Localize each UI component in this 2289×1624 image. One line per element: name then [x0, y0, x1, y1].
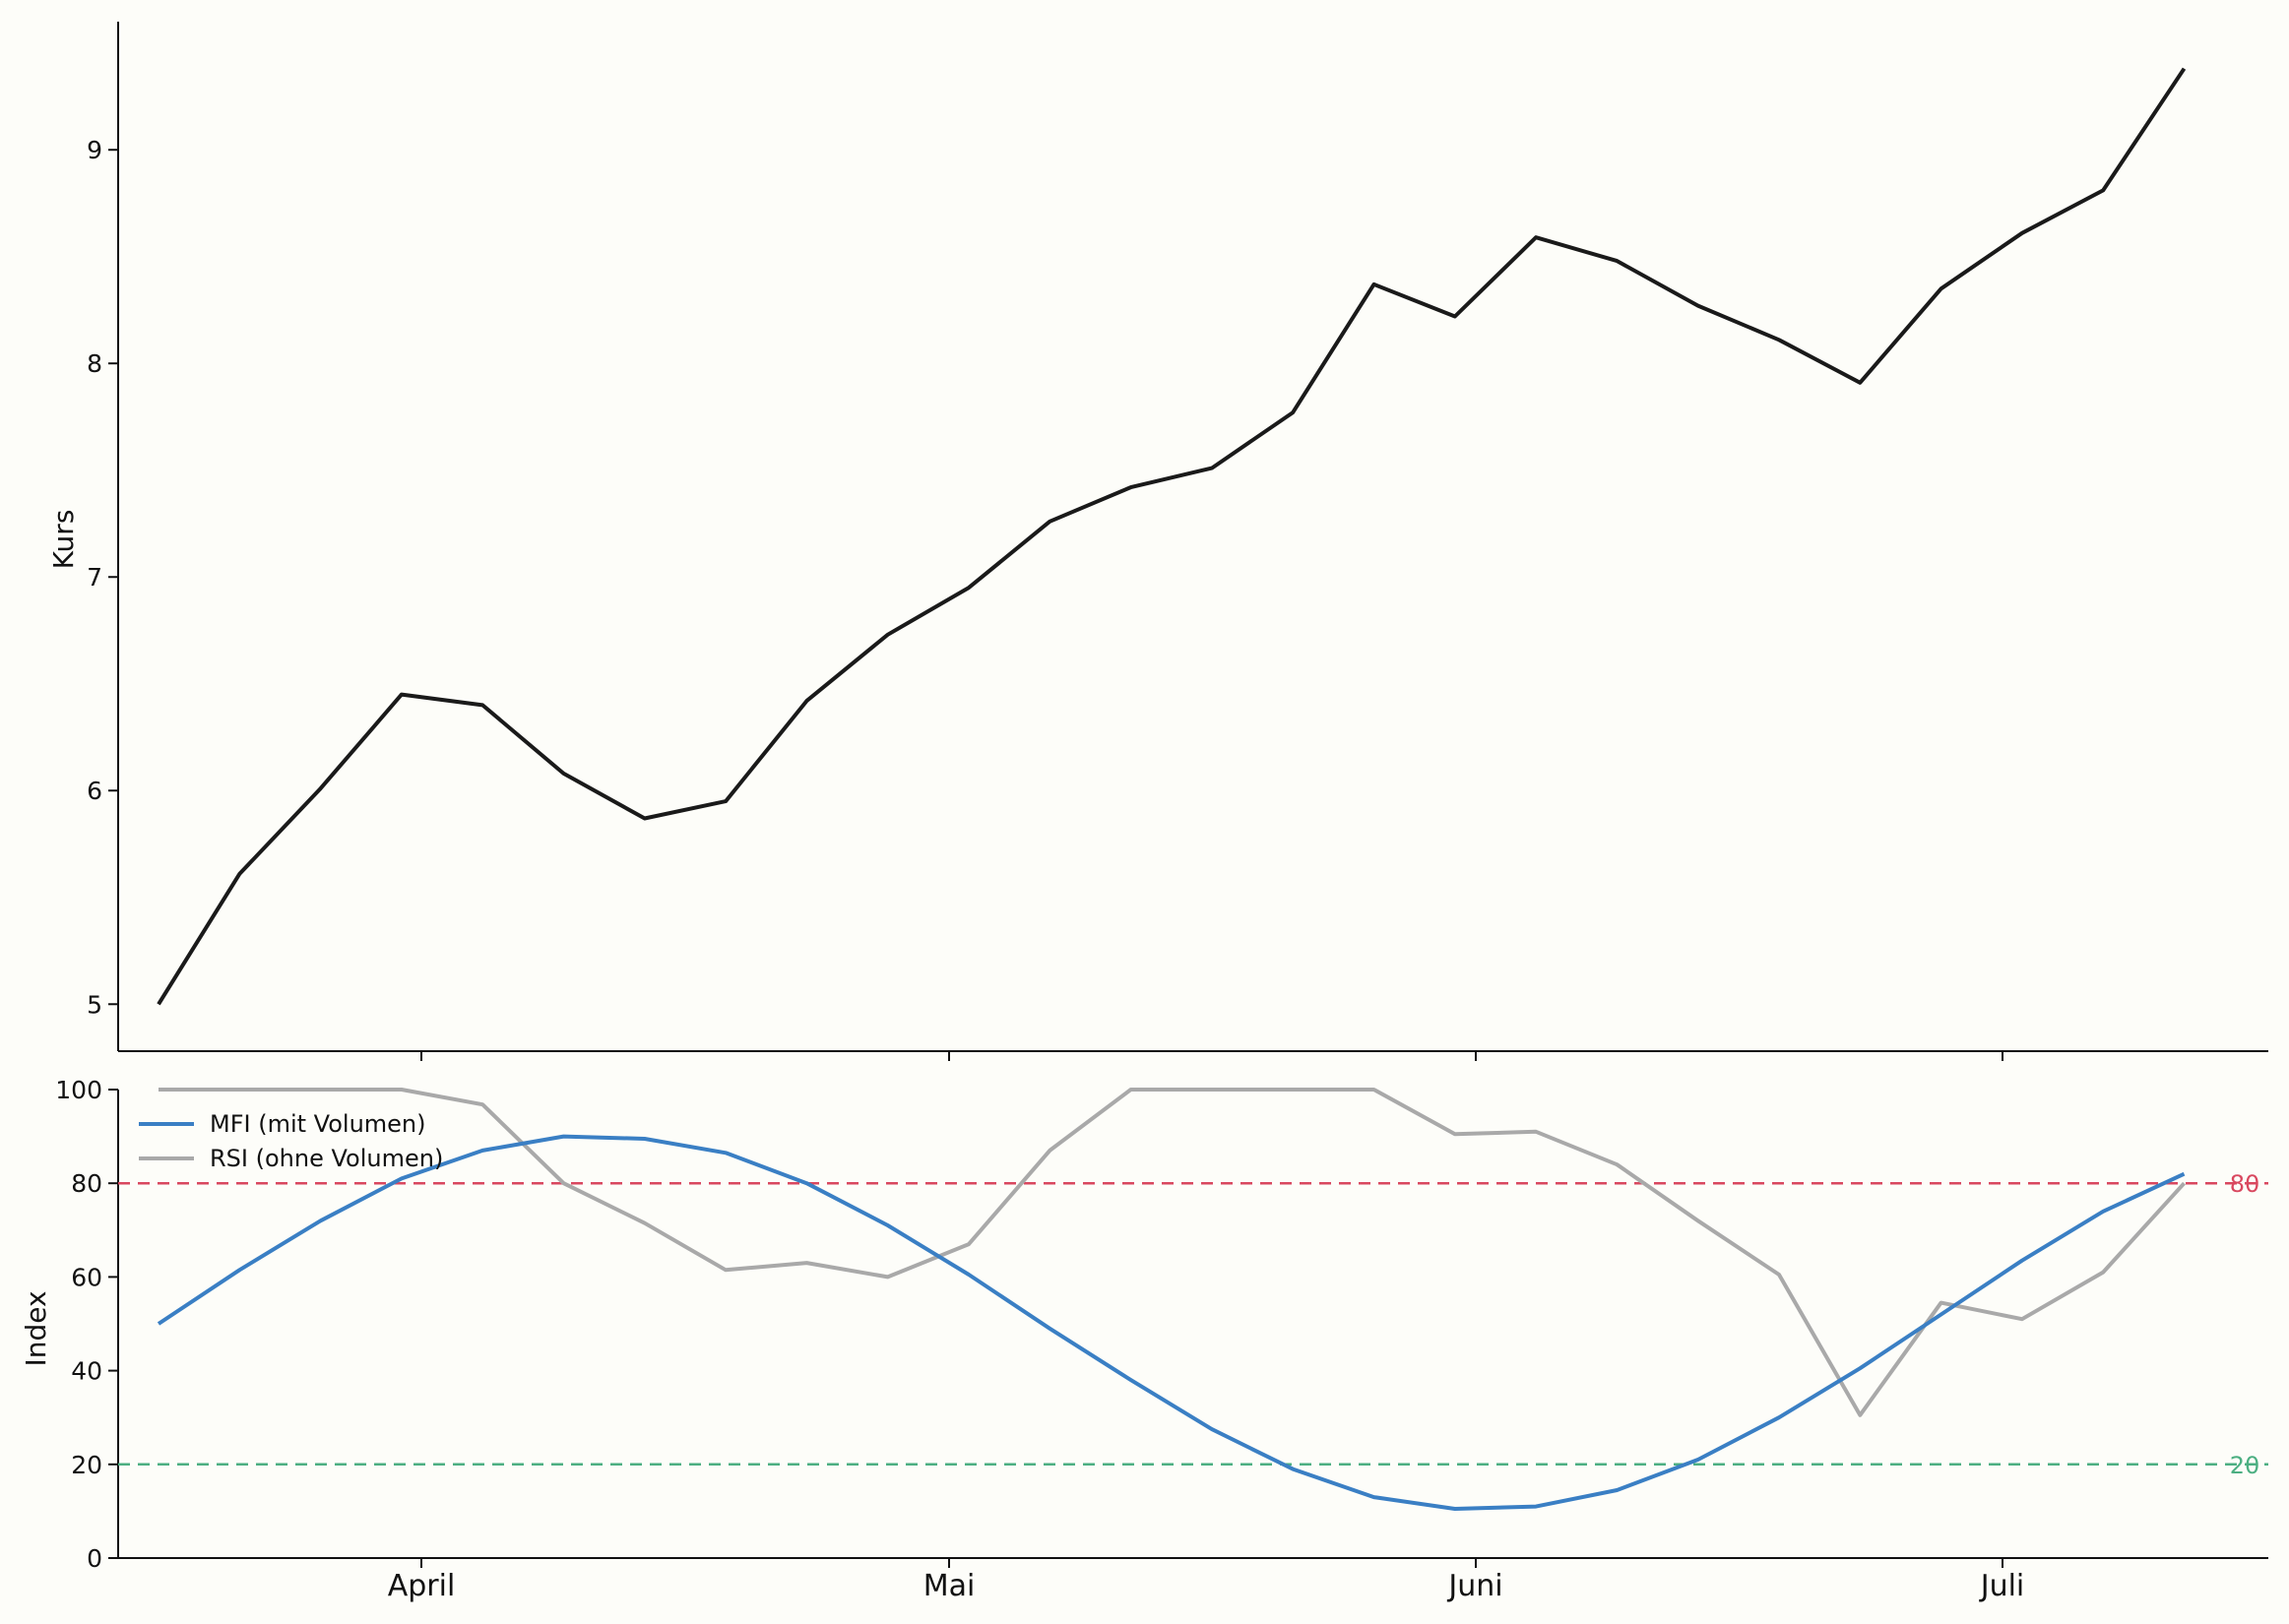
reference-label-20: 20: [2230, 1452, 2260, 1479]
legend: MFI (mit Volumen) RSI (ohne Volumen): [139, 1110, 443, 1172]
index-y-tick-label: 80: [71, 1169, 102, 1198]
index-y-tick-label: 0: [87, 1544, 102, 1573]
index-y-tick-label: 60: [71, 1263, 102, 1291]
month-label: Juli: [1979, 1569, 2025, 1603]
price-panel: 5 6 7 8 9 Kurs: [47, 22, 2268, 1061]
month-label: Mai: [923, 1569, 976, 1603]
index-y-tick-label: 20: [71, 1451, 102, 1479]
price-series-line: [157, 67, 2187, 1006]
month-label: April: [388, 1569, 456, 1603]
price-y-tick-label: 5: [87, 990, 102, 1019]
price-y-axis-title: Kurs: [47, 510, 80, 570]
price-y-tick-label: 9: [87, 136, 102, 164]
reference-label-80: 80: [2230, 1170, 2260, 1198]
month-label: Juni: [1446, 1569, 1502, 1603]
legend-entry: MFI (mit Volumen): [210, 1110, 426, 1138]
index-panel: 80 20 0 20 40 60 80 100 April Mai Juni Juli Index…: [20, 1076, 2268, 1603]
index-series-line-0: [157, 1134, 2186, 1511]
index-y-axis-title: Index: [20, 1290, 52, 1366]
index-series-line-1: [159, 1088, 2186, 1417]
index-y-tick-label: 40: [71, 1357, 102, 1386]
price-y-tick-label: 8: [87, 349, 102, 378]
price-y-tick-label: 6: [87, 777, 102, 805]
index-y-tick-label: 100: [55, 1076, 102, 1104]
legend-entry: RSI (ohne Volumen): [210, 1145, 443, 1172]
price-y-tick-label: 7: [87, 563, 102, 592]
